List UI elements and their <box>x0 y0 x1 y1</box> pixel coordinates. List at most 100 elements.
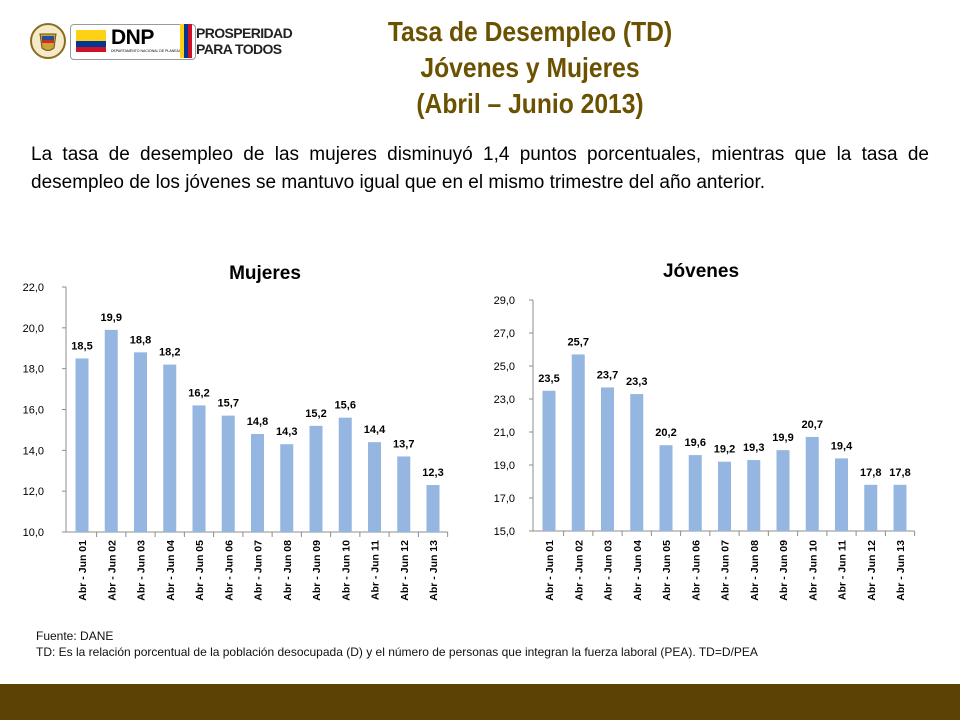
dnp-logo: DNP DEPARTAMENTO NACIONAL DE PLANEACIÓN <box>70 24 196 60</box>
category-label-jovenes-2: Abr - Jun 02 <box>573 540 585 601</box>
title-line-2: Jóvenes y Mujeres <box>420 52 640 83</box>
bar-jovenes-2 <box>571 354 585 531</box>
y-tick-label-jovenes: 19,0 <box>494 460 515 472</box>
footnote-source: Fuente: DANE <box>36 629 114 643</box>
y-tick-label-jovenes: 27,0 <box>494 328 515 340</box>
category-label-mujeres-3: Abr - Jun 03 <box>136 540 148 601</box>
bar-jovenes-12 <box>864 484 878 531</box>
value-label-jovenes-9: 19,9 <box>772 432 793 444</box>
y-tick-label-jovenes: 25,0 <box>494 361 515 373</box>
category-label-jovenes-7: Abr - Jun 07 <box>720 540 732 601</box>
chart-mujeres-group: 10,0 12,0 14,0 16,0 18,0 20,0 22,0 18,5 Abr - Ju… <box>23 282 449 601</box>
bar-jovenes-11 <box>835 458 848 531</box>
value-label-jovenes-12: 17,8 <box>860 467 881 479</box>
bar-jovenes-9 <box>776 450 790 531</box>
y-tick-label-jovenes: 21,0 <box>494 427 515 439</box>
category-label-mujeres-12: Abr - Jun 12 <box>399 540 411 601</box>
category-label-mujeres-5: Abr - Jun 05 <box>194 540 206 601</box>
bar-jovenes-1 <box>542 390 556 531</box>
category-label-mujeres-1: Abr - Jun 01 <box>77 540 89 601</box>
value-label-mujeres-8: 14,3 <box>276 426 297 438</box>
value-label-mujeres-1: 18,5 <box>71 340 92 352</box>
colombia-flag-icon <box>76 30 106 52</box>
bar-jovenes-13 <box>893 484 907 531</box>
category-label-jovenes-12: Abr - Jun 12 <box>866 540 878 601</box>
value-label-jovenes-3: 23,7 <box>597 369 618 381</box>
value-label-jovenes-8: 19,3 <box>743 442 764 454</box>
dnp-logo-text: DNP <box>111 26 154 49</box>
value-label-mujeres-12: 13,7 <box>393 438 414 450</box>
bar-jovenes-3 <box>601 387 614 531</box>
summary-text: La tasa de desempleo de las mujeres dism… <box>31 144 929 193</box>
value-label-mujeres-4: 18,2 <box>159 347 180 359</box>
chart-title-jovenes: Jóvenes <box>662 261 740 282</box>
bar-jovenes-8 <box>747 460 761 531</box>
category-label-jovenes-5: Abr - Jun 05 <box>661 540 673 601</box>
category-label-mujeres-9: Abr - Jun 09 <box>311 540 323 601</box>
value-label-jovenes-1: 23,5 <box>538 373 559 385</box>
category-label-jovenes-1: Abr - Jun 01 <box>544 540 556 601</box>
category-label-mujeres-11: Abr - Jun 11 <box>370 540 382 600</box>
category-label-jovenes-9: Abr - Jun 09 <box>778 540 790 601</box>
y-tick-label-jovenes: 23,0 <box>494 394 515 406</box>
bar-mujeres-12 <box>397 456 411 532</box>
bar-jovenes-6 <box>688 455 702 531</box>
category-label-jovenes-13: Abr - Jun 13 <box>895 540 907 601</box>
prosperidad-line1: PROSPERIDAD <box>196 25 293 41</box>
y-tick-label-jovenes: 15,0 <box>494 526 515 538</box>
y-tick-label-jovenes: 17,0 <box>494 493 515 505</box>
chart-jovenes-group: 15,0 17,0 19,0 21,0 23,0 25,0 27,0 29,0 23,5 Abr … <box>494 295 916 601</box>
category-label-jovenes-11: Abr - Jun 11 <box>837 540 849 600</box>
value-label-jovenes-5: 20,2 <box>655 427 676 439</box>
dnp-logo-subtext: DEPARTAMENTO NACIONAL DE PLANEACIÓN <box>111 49 188 53</box>
bar-jovenes-7 <box>718 461 731 531</box>
value-label-mujeres-11: 14,4 <box>364 424 386 436</box>
category-label-mujeres-2: Abr - Jun 02 <box>106 540 118 601</box>
y-tick-label-mujeres: 18,0 <box>23 364 44 376</box>
bar-mujeres-7 <box>251 434 264 532</box>
bar-mujeres-13 <box>426 485 440 532</box>
bar-jovenes-10 <box>805 436 819 531</box>
category-label-jovenes-6: Abr - Jun 06 <box>690 540 702 601</box>
y-tick-label-mujeres: 22,0 <box>23 282 44 294</box>
category-label-mujeres-8: Abr - Jun 08 <box>282 540 294 601</box>
footnote-definition: TD: Es la relación porcentual de la pobl… <box>36 645 758 659</box>
prosperidad-line2: PARA TODOS <box>196 41 282 57</box>
bar-mujeres-4 <box>163 364 177 532</box>
bar-mujeres-8 <box>280 444 294 532</box>
title-line-1: Tasa de Desempleo (TD) <box>387 16 673 47</box>
tricolor-stripes-icon <box>180 24 192 58</box>
bar-jovenes-4 <box>630 394 644 531</box>
value-label-mujeres-3: 18,8 <box>130 334 151 346</box>
bar-mujeres-6 <box>221 415 235 532</box>
value-label-jovenes-11: 19,4 <box>831 440 853 452</box>
bar-mujeres-2 <box>104 329 118 532</box>
category-label-mujeres-10: Abr - Jun 10 <box>340 540 352 601</box>
chart-title-mujeres: Mujeres <box>229 263 301 284</box>
value-label-mujeres-6: 15,7 <box>218 398 239 410</box>
bar-mujeres-10 <box>338 417 352 532</box>
value-label-jovenes-13: 17,8 <box>889 467 910 479</box>
bar-mujeres-3 <box>134 352 147 532</box>
value-label-jovenes-10: 20,7 <box>802 419 823 431</box>
footer-bar <box>0 684 960 720</box>
colombia-seal-icon <box>30 23 66 59</box>
value-label-mujeres-9: 15,2 <box>305 408 326 420</box>
value-label-mujeres-5: 16,2 <box>188 387 209 399</box>
category-label-jovenes-10: Abr - Jun 10 <box>807 540 819 601</box>
value-label-jovenes-7: 19,2 <box>714 444 735 456</box>
bar-mujeres-5 <box>192 405 206 532</box>
value-label-mujeres-13: 12,3 <box>422 467 443 479</box>
category-label-jovenes-8: Abr - Jun 08 <box>749 540 761 601</box>
value-label-mujeres-7: 14,8 <box>247 416 268 428</box>
y-tick-label-mujeres: 10,0 <box>23 527 44 539</box>
category-label-jovenes-3: Abr - Jun 03 <box>603 540 615 601</box>
bar-jovenes-5 <box>659 445 673 531</box>
category-label-mujeres-6: Abr - Jun 06 <box>223 540 235 601</box>
value-label-jovenes-2: 25,7 <box>568 336 589 348</box>
bar-mujeres-11 <box>368 442 381 532</box>
y-tick-label-mujeres: 12,0 <box>23 486 44 498</box>
value-label-jovenes-4: 23,3 <box>626 376 647 388</box>
title-line-3: (Abril – Junio 2013) <box>416 88 644 119</box>
